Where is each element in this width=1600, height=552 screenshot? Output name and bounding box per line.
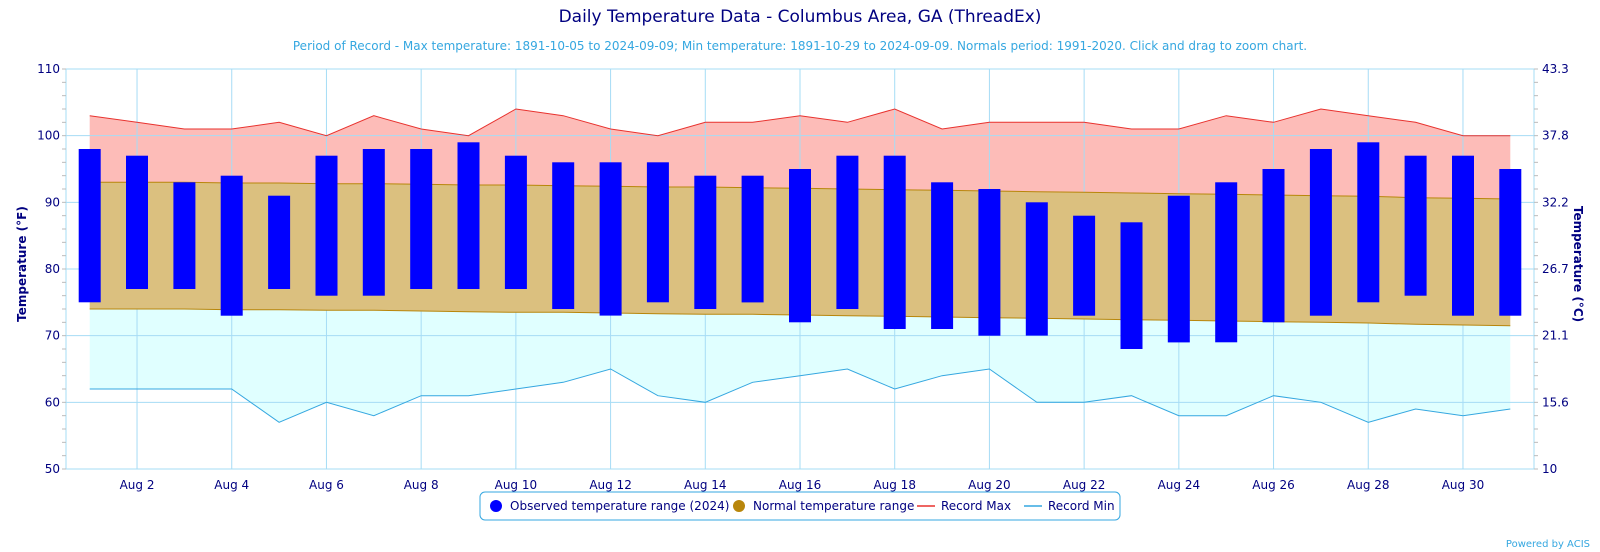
chart-credit[interactable]: Powered by ACIS	[1506, 539, 1590, 550]
observed-bar-day-17[interactable]	[836, 155, 859, 309]
observed-bar-day-12[interactable]	[599, 162, 622, 316]
observed-bar-day-23[interactable]	[1120, 222, 1143, 349]
x-tick-label: Aug 30	[1442, 478, 1485, 492]
x-tick-label: Aug 16	[779, 478, 822, 492]
x-tick-label: Aug 10	[495, 478, 538, 492]
x-tick-label: Aug 14	[684, 478, 727, 492]
y-tick-right-label: 37.8	[1542, 129, 1569, 143]
y-tick-left-label: 90	[45, 195, 60, 209]
x-tick-label: Aug 24	[1158, 478, 1201, 492]
y-tick-right-label: 10	[1542, 462, 1557, 476]
legend-item-3[interactable]: Record Min	[1024, 499, 1115, 513]
observed-bar-day-10[interactable]	[504, 155, 527, 289]
y-tick-right-label: 21.1	[1542, 329, 1569, 343]
chart-subtitle: Period of Record - Max temperature: 1891…	[293, 39, 1307, 53]
legend-box	[479, 491, 1121, 521]
observed-bar-day-9[interactable]	[457, 142, 480, 289]
observed-bar-day-22[interactable]	[1073, 215, 1096, 316]
x-tick-label: Aug 28	[1347, 478, 1390, 492]
observed-bar-day-5[interactable]	[268, 195, 291, 289]
observed-bar-day-26[interactable]	[1262, 169, 1285, 323]
observed-bar-day-3[interactable]	[173, 182, 196, 289]
y-tick-right-label: 15.6	[1542, 395, 1569, 409]
x-tick-label: Aug 4	[214, 478, 249, 492]
legend-marker-circle	[490, 500, 502, 512]
observed-bar-day-30[interactable]	[1452, 155, 1474, 316]
observed-bar-day-6[interactable]	[315, 155, 338, 296]
legend-label: Normal temperature range	[753, 499, 914, 513]
y-tick-left-label: 100	[37, 129, 60, 143]
observed-bar-day-27[interactable]	[1309, 149, 1332, 316]
y-tick-right-label: 43.3	[1542, 62, 1569, 76]
y-tick-right-label: 32.2	[1542, 195, 1569, 209]
observed-bar-day-16[interactable]	[789, 169, 811, 323]
legend-label: Record Min	[1048, 499, 1115, 513]
observed-bar-day-21[interactable]	[1025, 202, 1048, 336]
record-min-line	[89, 368, 1511, 423]
legend-marker-circle	[733, 500, 745, 512]
observed-bar-day-29[interactable]	[1404, 155, 1427, 296]
observed-bar-day-28[interactable]	[1357, 142, 1380, 303]
x-tick-label: Aug 20	[968, 478, 1011, 492]
legend-item-2[interactable]: Record Max	[917, 499, 1011, 513]
observed-bar-day-20[interactable]	[978, 189, 1001, 336]
legend-item-0[interactable]: Observed temperature range (2024)	[490, 499, 729, 513]
x-tick-label: Aug 26	[1252, 478, 1295, 492]
observed-bar-day-14[interactable]	[694, 175, 717, 309]
y-tick-left-label: 70	[45, 329, 60, 343]
observed-bar-day-15[interactable]	[741, 175, 764, 303]
x-tick-label: Aug 8	[404, 478, 439, 492]
observed-bar-day-8[interactable]	[410, 149, 433, 289]
observed-bar-day-2[interactable]	[126, 155, 148, 289]
x-tick-label: Aug 18	[873, 478, 916, 492]
legend-label: Observed temperature range (2024)	[510, 499, 729, 513]
observed-bar-day-7[interactable]	[362, 149, 385, 296]
observed-bar-day-13[interactable]	[646, 162, 669, 303]
observed-bars[interactable]	[78, 142, 1522, 349]
observed-bar-day-24[interactable]	[1167, 195, 1190, 343]
legend-label: Record Max	[941, 499, 1011, 513]
y-tick-left-label: 50	[45, 462, 60, 476]
y-tick-left-label: 60	[45, 395, 60, 409]
y-tick-left-label: 80	[45, 262, 60, 276]
observed-bar-day-11[interactable]	[552, 162, 575, 309]
x-tick-label: Aug 6	[309, 478, 344, 492]
x-tick-label: Aug 22	[1063, 478, 1106, 492]
observed-bar-day-4[interactable]	[220, 175, 243, 316]
axes: 50 10 60 15.6 70 21.1 80 26.7 90 32.2 100 37.8 110 43…	[37, 62, 1569, 492]
observed-bar-day-19[interactable]	[931, 182, 954, 329]
y-axis-left-title: Temperature (°F)	[15, 206, 29, 322]
x-tick-label: Aug 12	[589, 478, 632, 492]
record-max-line	[89, 108, 1511, 137]
y-axis-right-title: Temperature (°C)	[1571, 206, 1585, 322]
chart-legend[interactable]: Observed temperature range (2024) Normal …	[479, 491, 1121, 521]
chart-title: Daily Temperature Data - Columbus Area, …	[559, 7, 1042, 27]
observed-bar-day-31[interactable]	[1499, 169, 1522, 316]
y-tick-left-label: 110	[37, 62, 60, 76]
observed-bar-day-1[interactable]	[78, 149, 101, 303]
record-lines	[89, 108, 1511, 423]
x-tick-label: Aug 2	[120, 478, 155, 492]
y-tick-right-label: 26.7	[1542, 262, 1569, 276]
legend-item-1[interactable]: Normal temperature range	[733, 499, 914, 513]
observed-bar-day-18[interactable]	[883, 155, 906, 329]
observed-bar-day-25[interactable]	[1215, 182, 1238, 343]
